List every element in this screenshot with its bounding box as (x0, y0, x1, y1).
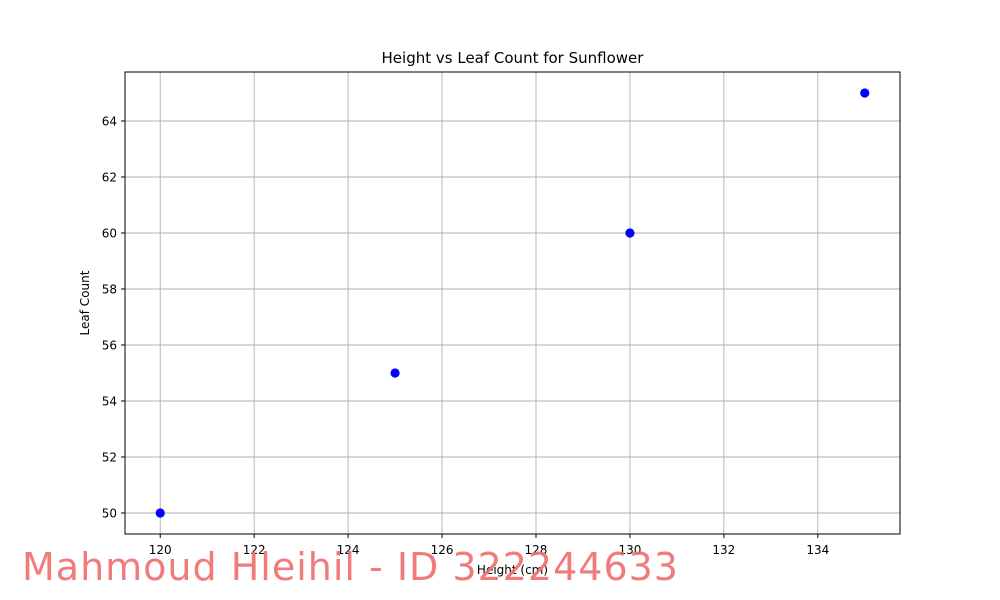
y-tick-label: 52 (102, 451, 117, 465)
y-tick-label: 54 (102, 395, 117, 409)
y-tick-label: 50 (102, 507, 117, 521)
y-axis-ticks: 50 52 54 56 58 60 62 64 (102, 115, 125, 521)
data-point (155, 508, 165, 518)
x-tick-label: 122 (243, 543, 266, 557)
x-tick-label: 120 (149, 543, 172, 557)
x-tick-label: 126 (431, 543, 454, 557)
x-axis-label: Height (cm) (477, 563, 548, 577)
chart-title: Height vs Leaf Count for Sunflower (382, 49, 645, 67)
plot-area-frame (124, 71, 901, 535)
x-tick-label: 130 (618, 543, 641, 557)
grid-lines (125, 72, 900, 534)
y-tick-label: 58 (102, 283, 117, 297)
x-tick-label: 128 (525, 543, 548, 557)
y-tick-label: 64 (102, 115, 117, 129)
data-point (625, 228, 635, 238)
data-points (155, 88, 870, 518)
watermark-text: Mahmoud Hleihil - ID 322244633 (22, 545, 679, 589)
data-point (860, 88, 870, 98)
y-axis-label: Leaf Count (78, 270, 92, 335)
y-tick-label: 56 (102, 339, 117, 353)
data-point (390, 368, 400, 378)
x-tick-label: 124 (337, 543, 360, 557)
x-tick-label: 134 (806, 543, 829, 557)
y-tick-label: 62 (102, 171, 117, 185)
y-tick-label: 60 (102, 227, 117, 241)
x-tick-label: 132 (712, 543, 735, 557)
x-axis-ticks: 120 122 124 126 128 130 132 134 (149, 534, 829, 557)
